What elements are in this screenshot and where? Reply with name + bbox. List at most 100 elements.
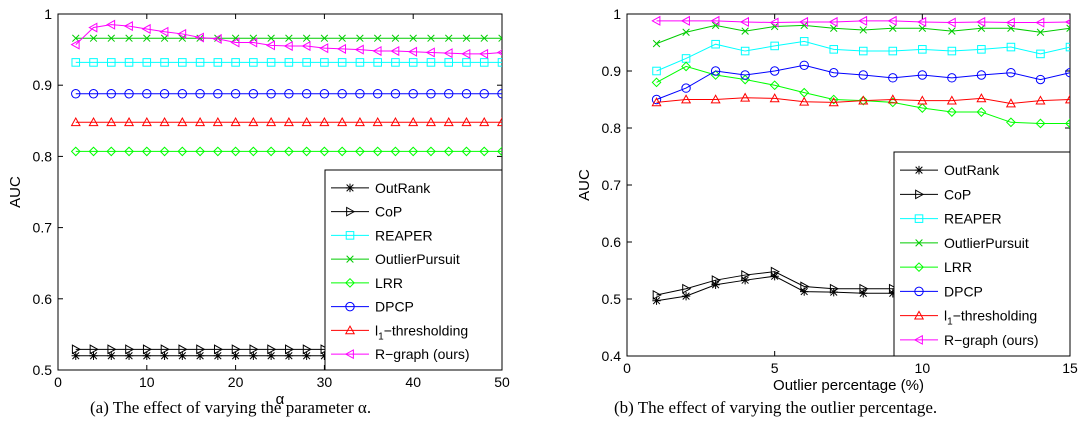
series-5 <box>71 89 502 99</box>
legend-label: CoP <box>375 204 402 220</box>
data-point <box>231 34 240 42</box>
data-point <box>266 89 276 99</box>
x-tick-label: 40 <box>405 374 421 390</box>
data-point <box>302 58 311 67</box>
data-point <box>88 116 99 127</box>
data-point <box>887 15 897 26</box>
data-point <box>710 70 721 80</box>
y-tick-label: 0.5 <box>33 362 53 378</box>
data-point <box>652 39 661 48</box>
data-point <box>372 89 383 99</box>
data-point <box>829 283 839 294</box>
data-point <box>479 116 490 127</box>
data-point <box>89 344 99 355</box>
data-point <box>680 15 690 26</box>
data-point <box>106 89 116 99</box>
data-point <box>1005 98 1016 108</box>
data-point <box>741 27 749 35</box>
data-point <box>829 287 838 297</box>
y-tick-label: 0.5 <box>602 291 622 307</box>
data-point <box>681 94 692 104</box>
data-point <box>88 146 99 157</box>
series-6 <box>651 92 1070 108</box>
data-point <box>160 351 169 360</box>
data-point <box>651 97 662 107</box>
data-point <box>1035 118 1046 129</box>
data-point <box>72 34 80 42</box>
data-point <box>160 58 169 67</box>
data-point <box>710 66 721 76</box>
y-tick-label: 1 <box>613 6 621 22</box>
data-point <box>142 58 152 67</box>
data-point <box>373 58 382 67</box>
data-point <box>196 344 206 355</box>
data-point <box>828 97 839 107</box>
y-tick-label: 0.8 <box>33 148 53 164</box>
data-point <box>1035 17 1045 28</box>
y-tick-label: 1 <box>44 6 52 22</box>
data-point <box>681 291 691 301</box>
legend-label: l1−thresholding <box>375 322 468 342</box>
legend-marker <box>345 277 355 288</box>
legend-marker <box>344 349 354 360</box>
data-point <box>249 34 258 42</box>
data-point <box>283 116 294 127</box>
legend-marker <box>914 165 924 175</box>
data-point <box>497 89 502 99</box>
chart-a: 0 10 20 30 40 50 0.5 0.6 0.7 0.8 0.9 1 α AUC OutRank Co… <box>7 6 510 408</box>
data-point <box>141 146 152 157</box>
data-point <box>107 34 115 42</box>
data-point <box>141 23 151 35</box>
data-point <box>651 77 662 88</box>
legend-label: R−graph (ours) <box>375 346 470 362</box>
data-point <box>498 34 502 42</box>
data-point <box>652 296 661 305</box>
data-point <box>858 46 868 56</box>
legend-label: CoP <box>944 186 971 202</box>
caption-a: (a) The effect of varying the parameter … <box>90 398 372 417</box>
data-point <box>355 58 365 67</box>
legend-label: REAPER <box>375 227 433 243</box>
data-point <box>479 146 490 157</box>
data-point <box>948 27 956 35</box>
data-point <box>338 34 346 42</box>
data-point <box>319 89 330 99</box>
legend: OutRank CoP REAPER OutlierPursuit LRR DPCP l1−… <box>324 169 503 371</box>
data-point <box>230 89 241 99</box>
series-2 <box>71 58 502 67</box>
data-point <box>337 58 347 67</box>
data-point <box>445 34 453 42</box>
data-point <box>770 22 779 31</box>
series-7 <box>70 19 502 59</box>
data-point <box>946 17 956 28</box>
legend-marker <box>345 183 355 193</box>
series-line <box>656 40 1070 72</box>
data-point <box>497 146 502 157</box>
series-7 <box>651 15 1070 28</box>
data-point <box>479 58 489 67</box>
data-point <box>354 116 365 127</box>
x-tick-label: 0 <box>54 374 62 390</box>
data-point <box>769 66 780 76</box>
data-point <box>888 73 898 83</box>
data-point <box>125 34 133 42</box>
data-point <box>1035 74 1046 85</box>
legend-marker <box>914 286 924 297</box>
data-point <box>230 116 241 127</box>
data-point <box>194 32 204 43</box>
data-point <box>231 351 240 360</box>
data-point <box>946 95 957 105</box>
data-point <box>496 116 502 127</box>
caption-b: (b) The effect of varying the outlier pe… <box>614 398 938 417</box>
data-point <box>917 70 928 80</box>
data-point <box>444 89 454 99</box>
data-point <box>1006 117 1016 128</box>
data-point <box>178 351 187 360</box>
data-point <box>177 89 188 99</box>
data-point <box>800 287 809 296</box>
data-point <box>1064 94 1070 104</box>
x-axis-label: α <box>276 391 285 408</box>
data-point <box>336 43 347 54</box>
data-point <box>267 344 277 355</box>
